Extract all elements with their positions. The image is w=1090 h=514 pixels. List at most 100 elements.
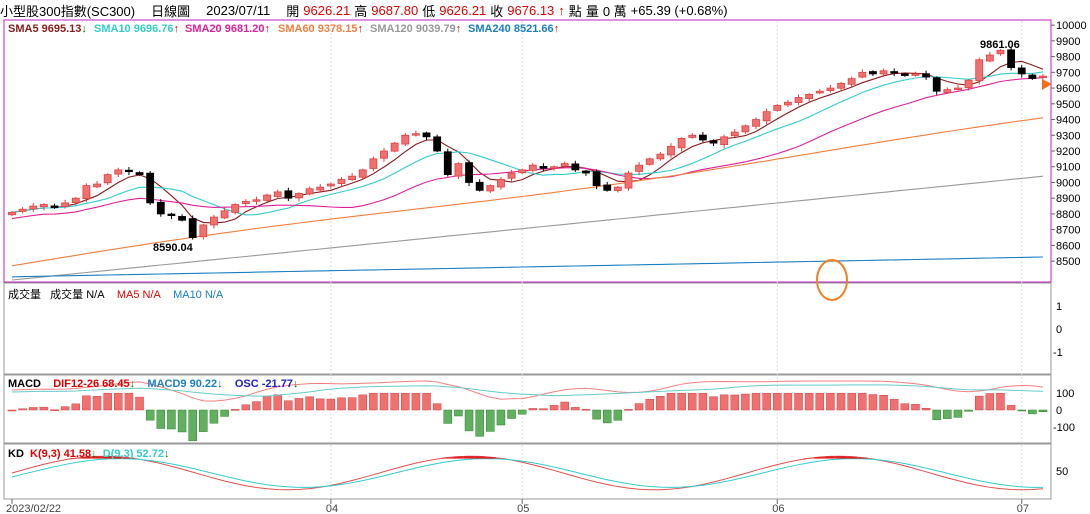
sma20-label: SMA20 9681.20 — [185, 23, 265, 35]
candle-up — [369, 158, 378, 169]
candle-up — [29, 205, 38, 210]
macd-bar-positive — [624, 409, 633, 411]
volume-y-axis: 1 0 -1 — [1053, 301, 1063, 359]
candle-up — [911, 73, 920, 76]
candle-down — [50, 205, 59, 209]
macd-osc-label: OSC -21.77 — [234, 378, 293, 390]
legend-sma240: SMA240 8521.66↑ — [468, 23, 559, 35]
open-label: 開 — [286, 3, 300, 19]
macd-bar-positive — [369, 392, 378, 411]
candle-up — [220, 210, 229, 219]
macd-bar-positive — [29, 407, 38, 411]
macd-bar-positive — [432, 403, 442, 411]
candle-up — [241, 200, 250, 204]
x-tick-label: 05 — [517, 503, 529, 514]
sma10-line — [11, 71, 1044, 216]
y-tick-label: 8600 — [1056, 240, 1080, 252]
moving-average-lines — [11, 60, 1044, 281]
macd-bar-positive — [60, 406, 70, 411]
candle-up — [497, 178, 505, 188]
candle-up — [677, 138, 686, 149]
candle-up — [337, 178, 346, 184]
macd-bar-negative — [220, 409, 229, 417]
close-label: 收 — [490, 3, 504, 19]
candle-down — [539, 166, 548, 169]
volume-value: 0 萬 — [602, 3, 627, 19]
macd-signal-line — [11, 384, 1044, 397]
macd-bar-negative — [177, 409, 187, 433]
candle-down — [890, 71, 899, 74]
macd-bar-negative — [964, 409, 973, 412]
macd-bar-negative — [209, 409, 219, 424]
candle-up — [847, 78, 856, 85]
legend-sma60: SMA60 9378.15↑ — [278, 23, 363, 35]
sma240-arrow: ↑ — [553, 23, 560, 35]
candle-down — [433, 136, 442, 152]
candle-up — [688, 134, 697, 138]
chart-header: 小型股300指數(SC300) 日線圖 2023/07/11 開 9626.21 … — [0, 0, 1090, 20]
sma10-label: SMA10 9696.76 — [94, 23, 174, 35]
sma20-line — [11, 77, 1044, 220]
high-label: 高 — [354, 3, 368, 19]
y-tick-label: 8700 — [1056, 225, 1080, 237]
macd-bar-positive — [273, 394, 282, 411]
x-tick-label: 07 — [1017, 503, 1029, 514]
macd-bar-positive — [252, 401, 261, 411]
candle-down — [422, 132, 431, 138]
candle-up — [635, 164, 644, 172]
y-tick-label: 9700 — [1056, 67, 1080, 79]
macd-bar-positive — [539, 408, 548, 411]
candle-down — [900, 73, 909, 76]
candle-down — [1028, 74, 1037, 80]
candle-down — [125, 169, 133, 173]
y-tick-label: 8500 — [1056, 256, 1080, 268]
candle-down — [1007, 49, 1016, 69]
kd-d-label: D(9,3) 52.72 — [102, 448, 164, 460]
close-value: 9676.13 — [507, 2, 555, 18]
macd-bar-positive — [687, 392, 697, 411]
candle-up — [8, 211, 16, 216]
macd-bar-positive — [996, 392, 1005, 411]
macd9-label: MACD9 90.22 — [147, 378, 218, 390]
candle-up — [210, 216, 218, 226]
y-tick-label: 9500 — [1056, 99, 1080, 111]
candle-up — [784, 101, 792, 106]
candle-up — [273, 191, 282, 197]
candle-up — [730, 131, 739, 137]
macd-bar-positive — [560, 401, 569, 411]
macd-bar-negative — [167, 409, 176, 430]
macd-bar-negative — [145, 409, 155, 421]
candle-down — [709, 140, 718, 144]
close-up-arrow: ↑ — [558, 2, 565, 18]
volume-panel-frame — [3, 282, 1052, 375]
candle-up — [624, 172, 633, 189]
candle-up — [550, 166, 558, 169]
candle-up — [295, 193, 303, 199]
candle-up — [858, 71, 867, 78]
volume-tick-minus1: -1 — [1053, 347, 1063, 359]
macd-bar-positive — [921, 407, 931, 411]
candle-down — [932, 77, 941, 92]
sma240-label: SMA240 8521.66 — [468, 23, 554, 35]
candle-down — [869, 71, 877, 75]
macd-bar-positive — [82, 395, 91, 411]
candle-down — [571, 163, 580, 171]
macd-bar-positive — [858, 392, 867, 411]
candle-up — [1039, 75, 1047, 79]
macd-bar-negative — [932, 409, 941, 421]
macd-bar-negative — [1038, 409, 1048, 412]
volume-tick-1: 1 — [1056, 301, 1062, 313]
kd-title: KD — [8, 448, 24, 460]
macd-bar-positive — [528, 408, 538, 411]
sma5-label: SMA5 9695.13 — [8, 23, 82, 35]
macd-bar-positive — [71, 403, 81, 411]
macd-bar-positive — [751, 392, 761, 411]
kd-lines — [11, 455, 1044, 491]
macd-bar-negative — [188, 409, 197, 442]
y-tick-label: 9000 — [1056, 177, 1080, 189]
legend-kd: KD K(9,3) 41.58↓ D(9,3) 52.72↓ — [8, 448, 169, 460]
macd-histogram — [7, 392, 1048, 442]
change-value: +65.39 (+0.68%) — [630, 2, 728, 18]
y-tick-label: 8900 — [1056, 193, 1080, 205]
